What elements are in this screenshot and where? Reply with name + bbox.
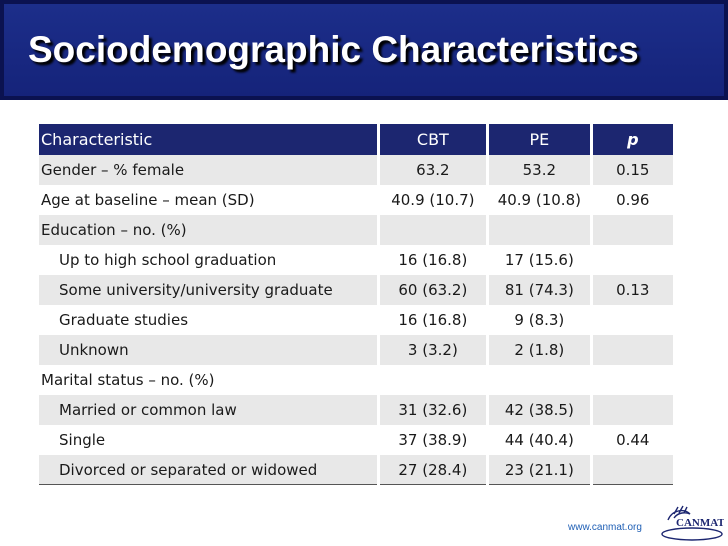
table-header-row: Characteristic CBT PE p [39,124,673,155]
row-label: Gender – % female [39,155,377,185]
footer-url: www.canmat.org [568,522,642,533]
row-label: Age at baseline – mean (SD) [39,185,377,215]
pe-cell: 42 (38.5) [489,395,590,425]
pe-cell [489,365,590,395]
row-label: Unknown [39,335,377,365]
cbt-cell: 31 (32.6) [379,395,487,425]
pe-cell: 81 (74.3) [489,275,590,305]
p-cell [592,395,673,425]
table-row: Up to high school graduation 16 (16.8) 1… [39,245,673,275]
table-row: Some university/university graduate 60 (… [39,275,673,305]
cbt-cell [379,365,487,395]
p-cell: 0.96 [592,185,673,215]
title-bar: Sociodemographic Characteristics [0,0,728,100]
row-label: Married or common law [39,395,377,425]
row-label: Marital status – no. (%) [39,365,377,395]
p-cell [592,245,673,275]
table-row: Marital status – no. (%) [39,365,673,395]
slide-title: Sociodemographic Characteristics [28,29,639,70]
pe-cell: 44 (40.4) [489,425,590,455]
table-row: Single 37 (38.9) 44 (40.4) 0.44 [39,425,673,455]
cbt-cell: 37 (38.9) [379,425,487,455]
header-pe: PE [489,124,590,155]
table-row: Graduate studies 16 (16.8) 9 (8.3) [39,305,673,335]
pe-cell [489,215,590,245]
p-cell: 0.44 [592,425,673,455]
cbt-cell: 63.2 [379,155,487,185]
header-characteristic: Characteristic [39,124,377,155]
table-row: Age at baseline – mean (SD) 40.9 (10.7) … [39,185,673,215]
pe-cell: 9 (8.3) [489,305,590,335]
cbt-cell: 3 (3.2) [379,335,487,365]
cbt-cell: 16 (16.8) [379,245,487,275]
pe-cell: 17 (15.6) [489,245,590,275]
characteristics-table: Characteristic CBT PE p Gender – % femal… [36,124,676,485]
table-row: Education – no. (%) [39,215,673,245]
cbt-cell: 16 (16.8) [379,305,487,335]
p-cell: 0.13 [592,275,673,305]
logo-text: CANMAT [676,517,724,529]
row-label: Divorced or separated or widowed [39,455,377,485]
pe-cell: 40.9 (10.8) [489,185,590,215]
header-p: p [592,124,673,155]
row-label: Some university/university graduate [39,275,377,305]
table-row: Divorced or separated or widowed 27 (28.… [39,455,673,485]
cbt-cell: 27 (28.4) [379,455,487,485]
table-row: Married or common law 31 (32.6) 42 (38.5… [39,395,673,425]
row-label: Up to high school graduation [39,245,377,275]
row-label: Single [39,425,377,455]
p-cell: 0.15 [592,155,673,185]
cbt-cell: 60 (63.2) [379,275,487,305]
cbt-cell [379,215,487,245]
p-cell [592,455,673,485]
header-cbt: CBT [379,124,487,155]
row-label: Graduate studies [39,305,377,335]
table-row: Gender – % female 63.2 53.2 0.15 [39,155,673,185]
table-row: Unknown 3 (3.2) 2 (1.8) [39,335,673,365]
row-label: Education – no. (%) [39,215,377,245]
pe-cell: 2 (1.8) [489,335,590,365]
pe-cell: 23 (21.1) [489,455,590,485]
p-cell [592,215,673,245]
canmat-logo: CANMAT [661,505,724,541]
cbt-cell: 40.9 (10.7) [379,185,487,215]
p-cell [592,365,673,395]
pe-cell: 53.2 [489,155,590,185]
p-cell [592,335,673,365]
p-cell [592,305,673,335]
